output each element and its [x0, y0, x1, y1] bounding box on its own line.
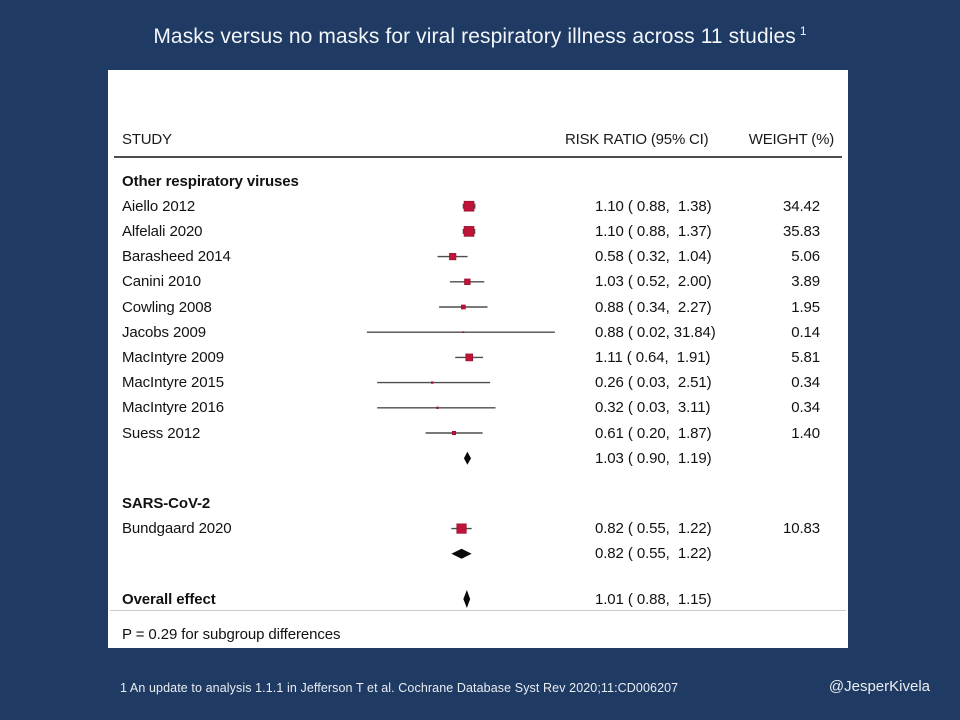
- credit-handle: @JesperKivela: [828, 678, 930, 695]
- forest-row: Aiello 2012 1.10 ( 0.88, 1.38) 34.42: [108, 194, 848, 219]
- effect-size-square: [465, 353, 474, 362]
- forest-row: P = 0.29 for subgroup differences: [108, 622, 848, 647]
- study-label: Canini 2010: [122, 273, 201, 291]
- effect-size-square: [461, 304, 466, 310]
- effect-size-square: [451, 430, 457, 436]
- effect-size-square: [431, 381, 434, 384]
- study-label: Barasheed 2014: [122, 248, 231, 266]
- risk-ratio-value: 1.03 ( 0.90, 1.19): [595, 449, 712, 467]
- weight-value: 5.81: [791, 348, 820, 366]
- risk-ratio-value: 1.10 ( 0.88, 1.38): [595, 197, 712, 215]
- forest-row: Barasheed 2014 0.58 ( 0.32, 1.04) 5.06: [108, 244, 848, 269]
- weight-value: 0.34: [791, 374, 820, 392]
- study-label: Jacobs 2009: [122, 323, 206, 341]
- forest-row: MacIntyre 2009 1.11 ( 0.64, 1.91) 5.81: [108, 345, 848, 370]
- forest-row: Overall effect 1.01 ( 0.88, 1.15): [108, 587, 848, 612]
- effect-size-square: [456, 523, 467, 534]
- weight-value: 10.83: [782, 520, 820, 538]
- forest-rows: Other respiratory viruses Aiello 2012 1.10…: [108, 70, 848, 648]
- summary-diamond: [451, 548, 472, 559]
- risk-ratio-value: 0.88 ( 0.02, 31.84): [595, 323, 716, 341]
- forest-row: 1.03 ( 0.90, 1.19): [108, 446, 848, 471]
- subgroup-label: Other respiratory viruses: [122, 172, 299, 190]
- weight-value: 1.95: [791, 298, 820, 316]
- weight-value: 35.83: [782, 222, 820, 240]
- forest-row: MacIntyre 2015 0.26 ( 0.03, 2.51) 0.34: [108, 370, 848, 395]
- risk-ratio-value: 0.82 ( 0.55, 1.22): [595, 545, 712, 563]
- column-header-risk-ratio: RISK RATIO (95% CI): [565, 131, 709, 148]
- risk-ratio-value: 0.61 ( 0.20, 1.87): [595, 424, 712, 442]
- weight-value: 1.40: [791, 424, 820, 442]
- effect-size-square: [462, 331, 465, 334]
- header-divider: [114, 156, 842, 158]
- overall-diamond: [463, 590, 471, 608]
- study-label: MacIntyre 2009: [122, 348, 224, 366]
- study-label: Suess 2012: [122, 424, 201, 442]
- forest-row: Cowling 2008 0.88 ( 0.34, 2.27) 1.95: [108, 295, 848, 320]
- title-footnote-marker: 1: [799, 24, 807, 38]
- footnote: 1 An update to analysis 1.1.1 in Jeffers…: [120, 681, 679, 695]
- risk-ratio-value: 1.01 ( 0.88, 1.15): [595, 590, 712, 608]
- column-header-study: STUDY: [122, 131, 172, 148]
- risk-ratio-value: 0.26 ( 0.03, 2.51): [595, 374, 712, 392]
- forest-plot-panel: STUDY RISK RATIO (95% CI) WEIGHT (%) Oth…: [108, 70, 848, 648]
- risk-ratio-value: 0.32 ( 0.03, 3.11): [595, 399, 711, 417]
- risk-ratio-value: 0.82 ( 0.55, 1.22): [595, 520, 712, 538]
- weight-value: 0.14: [791, 323, 820, 341]
- effect-size-square: [449, 253, 457, 261]
- forest-row: Jacobs 2009 0.88 ( 0.02, 31.84) 0.14: [108, 320, 848, 345]
- effect-size-square: [464, 278, 471, 285]
- forest-row: SARS-CoV-2: [108, 491, 848, 516]
- weight-value: 5.06: [791, 248, 820, 266]
- risk-ratio-value: 1.11 ( 0.64, 1.91): [595, 348, 711, 366]
- weight-value: 3.89: [791, 273, 820, 291]
- effect-size-square: [463, 226, 475, 237]
- subgroup-label: SARS-CoV-2: [122, 494, 211, 512]
- study-label: Alfelali 2020: [122, 222, 203, 240]
- study-label: Overall effect: [122, 590, 216, 608]
- study-label: MacIntyre 2015: [122, 374, 224, 392]
- effect-size-square: [463, 200, 475, 212]
- weight-value: 34.42: [782, 197, 820, 215]
- forest-plot-markers: [366, 200, 555, 608]
- effect-size-square: [436, 406, 439, 409]
- study-label: Bundgaard 2020: [122, 520, 232, 538]
- risk-ratio-value: 0.88 ( 0.34, 2.27): [595, 298, 712, 316]
- forest-row: Suess 2012 0.61 ( 0.20, 1.87) 1.40: [108, 421, 848, 446]
- study-label: Aiello 2012: [122, 197, 196, 215]
- pvalue-text: P = 0.29 for subgroup differences: [122, 625, 341, 643]
- summary-diamond: [463, 451, 472, 465]
- study-label: Cowling 2008: [122, 298, 212, 316]
- forest-row: 0.82 ( 0.55, 1.22): [108, 541, 848, 566]
- forest-row: Bundgaard 2020 0.82 ( 0.55, 1.22) 10.83: [108, 516, 848, 541]
- pvalue-divider: [110, 610, 846, 611]
- weight-value: 0.34: [791, 399, 820, 417]
- risk-ratio-value: 0.58 ( 0.32, 1.04): [595, 248, 712, 266]
- forest-row: Other respiratory viruses: [108, 169, 848, 194]
- column-header-weight: WEIGHT (%): [748, 131, 834, 148]
- forest-row: Alfelali 2020 1.10 ( 0.88, 1.37) 35.83: [108, 219, 848, 244]
- risk-ratio-value: 1.10 ( 0.88, 1.37): [595, 222, 712, 240]
- risk-ratio-value: 1.03 ( 0.52, 2.00): [595, 273, 712, 291]
- slide-title-text: Masks versus no masks for viral respirat…: [153, 25, 796, 48]
- slide-title: Masks versus no masks for viral respirat…: [0, 24, 960, 49]
- forest-row: Canini 2010 1.03 ( 0.52, 2.00) 3.89: [108, 269, 848, 294]
- study-label: MacIntyre 2016: [122, 399, 224, 417]
- forest-row: MacIntyre 2016 0.32 ( 0.03, 3.11) 0.34: [108, 395, 848, 420]
